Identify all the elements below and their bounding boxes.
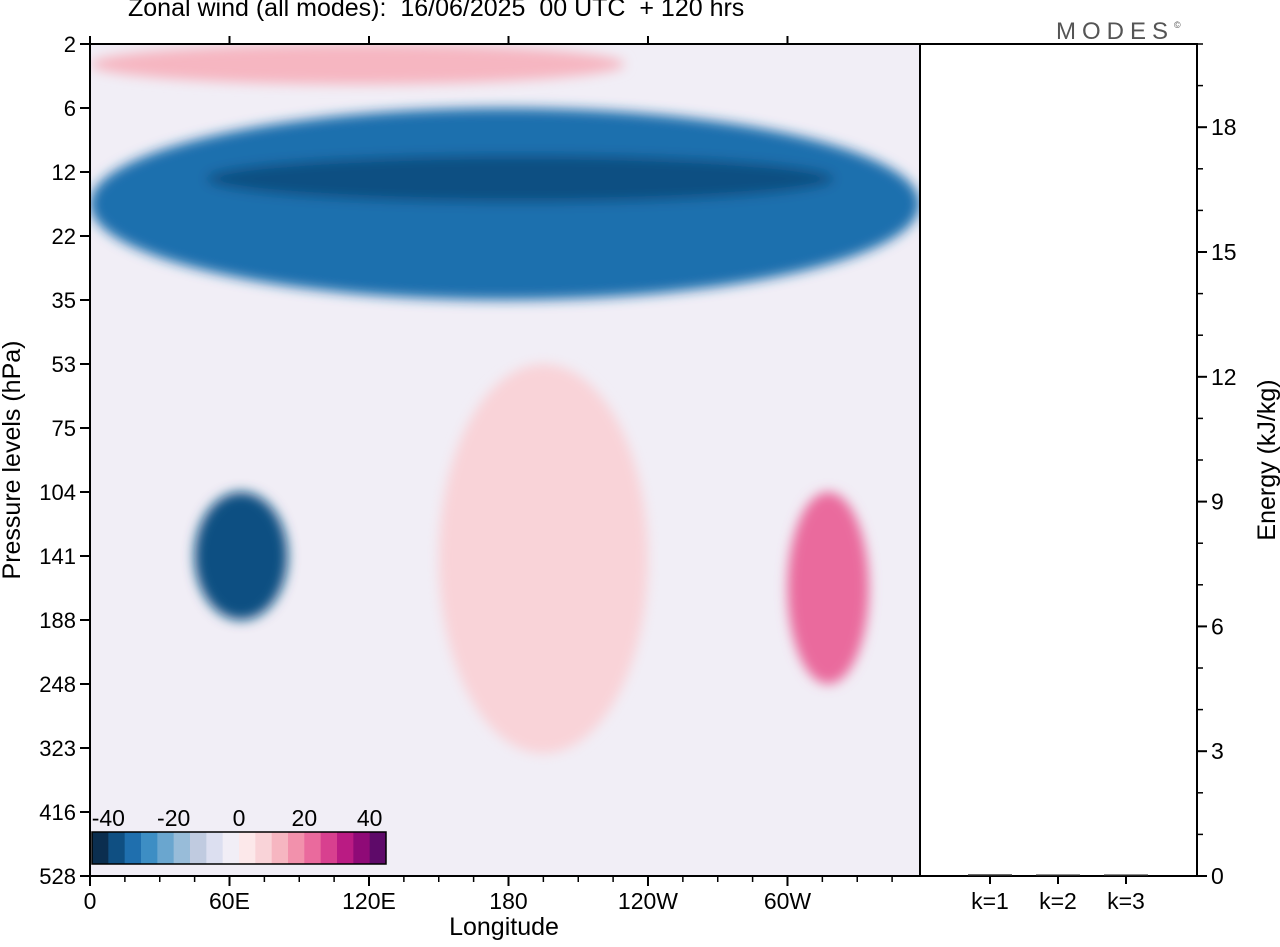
colorbar-label: -40 bbox=[92, 805, 125, 831]
wind-feature bbox=[90, 44, 625, 85]
x-axis-label: Longitude bbox=[449, 913, 559, 941]
colorbar-swatch bbox=[108, 832, 126, 864]
colorbar-swatch bbox=[288, 832, 305, 864]
colorbar-swatch bbox=[206, 832, 224, 864]
energy-category-label: k=1 bbox=[971, 888, 1009, 914]
colorbar-swatch bbox=[173, 832, 191, 864]
energy-bar bbox=[968, 874, 1012, 876]
colorbar-swatch bbox=[304, 832, 322, 864]
colorbar-label: -20 bbox=[157, 805, 190, 831]
colorbar-swatch bbox=[190, 832, 207, 864]
x-tick-label: 120W bbox=[618, 888, 678, 914]
y-tick-label: 248 bbox=[39, 672, 76, 697]
colorbar-swatch bbox=[141, 832, 158, 864]
y-tick-label: 528 bbox=[39, 864, 76, 889]
y-tick-label: 416 bbox=[39, 800, 76, 825]
colorbar-swatch bbox=[271, 832, 289, 864]
wind-feature bbox=[787, 492, 869, 684]
energy-tick-label: 12 bbox=[1211, 364, 1237, 390]
chart-title: Zonal wind (all modes): 16/06/2025 00 UT… bbox=[128, 0, 745, 22]
y-tick-label: 2 bbox=[64, 32, 76, 57]
colorbar-label: 20 bbox=[292, 805, 318, 831]
x-tick-label: 60E bbox=[209, 888, 250, 914]
y-tick-label: 75 bbox=[52, 416, 76, 441]
colorbar-frame bbox=[91, 831, 387, 865]
x-tick-label: 0 bbox=[84, 888, 97, 914]
energy-axis: 0 3 6 9 12 15 18 bbox=[1197, 43, 1237, 889]
y-axis-label: Pressure levels (hPa) bbox=[0, 341, 26, 580]
y-tick-label: 6 bbox=[64, 96, 76, 121]
y-tick-label: 104 bbox=[39, 480, 76, 505]
energy-tick-label: 15 bbox=[1211, 239, 1237, 265]
y-tick-label: 12 bbox=[52, 160, 76, 185]
x-tick-label: 60W bbox=[764, 888, 812, 914]
energy-tick-label: 0 bbox=[1211, 863, 1224, 889]
x-axis: 0 60E 120E 180 120W 60W bbox=[84, 36, 893, 914]
energy-bars: k=1 k=2 k=3 bbox=[968, 874, 1148, 914]
brand-mark: © bbox=[1174, 20, 1181, 30]
energy-bar bbox=[1104, 874, 1148, 876]
x-tick-label: 180 bbox=[489, 888, 527, 914]
colorbar-swatch bbox=[369, 832, 387, 864]
energy-tick-label: 18 bbox=[1211, 114, 1237, 140]
colorbar-swatch bbox=[255, 832, 273, 864]
y-tick-label: 35 bbox=[52, 288, 76, 313]
energy-category-label: k=2 bbox=[1039, 888, 1077, 914]
energy-tick-label: 9 bbox=[1211, 489, 1224, 515]
colorbar-swatch bbox=[92, 832, 109, 864]
colorbar-swatch bbox=[337, 832, 354, 864]
colorbar-swatch bbox=[222, 832, 240, 864]
wind-feature bbox=[194, 492, 288, 620]
colorbar-swatch bbox=[239, 832, 256, 864]
energy-tick-label: 6 bbox=[1211, 613, 1224, 639]
modes-logo: MODES© bbox=[1056, 18, 1181, 46]
energy-tick-label: 3 bbox=[1211, 738, 1224, 764]
y-tick-label: 141 bbox=[39, 544, 76, 569]
energy-bar bbox=[1036, 874, 1080, 876]
colorbar-label: 40 bbox=[357, 805, 383, 831]
energy-axis-label: Energy (kJ/kg) bbox=[1253, 379, 1280, 540]
colorbar-swatch bbox=[320, 832, 338, 864]
wind-feature bbox=[438, 364, 648, 754]
brand-name: MODES bbox=[1056, 18, 1175, 45]
y-tick-label: 53 bbox=[52, 352, 76, 377]
wind-field bbox=[90, 44, 920, 876]
x-tick-label: 120E bbox=[342, 888, 396, 914]
wind-feature bbox=[90, 108, 920, 300]
colorbar: -40 -20 0 20 40 bbox=[91, 805, 387, 865]
energy-category-label: k=3 bbox=[1107, 888, 1145, 914]
y-axis: 2 6 12 22 35 53 75 104 141 188 248 323 416 528 bbox=[39, 32, 90, 889]
y-tick-label: 323 bbox=[39, 736, 76, 761]
y-tick-label: 188 bbox=[39, 608, 76, 633]
colorbar-swatch bbox=[124, 832, 142, 864]
colorbar-label: 0 bbox=[233, 805, 246, 831]
colorbar-swatch bbox=[353, 832, 371, 864]
wind-feature bbox=[206, 155, 834, 203]
colorbar-swatch bbox=[157, 832, 175, 864]
energy-plot-frame bbox=[919, 43, 1198, 877]
y-tick-label: 22 bbox=[52, 224, 76, 249]
